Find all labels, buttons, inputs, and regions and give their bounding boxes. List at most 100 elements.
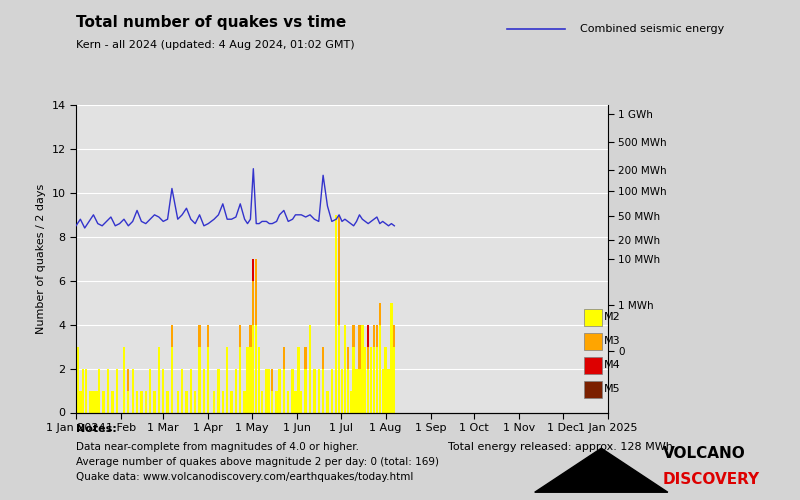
- Bar: [358, 324, 361, 368]
- Bar: [385, 346, 386, 412]
- Bar: [367, 324, 370, 346]
- Bar: [266, 368, 267, 412]
- Text: VOLCANO: VOLCANO: [662, 446, 746, 461]
- Bar: [250, 324, 251, 346]
- Bar: [378, 324, 381, 412]
- Bar: [202, 368, 205, 412]
- Bar: [271, 368, 274, 390]
- Bar: [207, 324, 210, 346]
- Bar: [207, 346, 210, 412]
- Bar: [294, 390, 297, 412]
- Bar: [186, 390, 188, 412]
- Bar: [335, 215, 338, 412]
- Bar: [341, 368, 343, 412]
- Bar: [282, 368, 285, 412]
- Text: Total number of quakes vs time: Total number of quakes vs time: [76, 16, 346, 30]
- Bar: [322, 368, 324, 412]
- Bar: [393, 324, 395, 346]
- Text: Data near-complete from magnitudes of 4.0 or higher.: Data near-complete from magnitudes of 4.…: [76, 442, 359, 452]
- Bar: [140, 390, 142, 412]
- Bar: [309, 324, 311, 412]
- Bar: [79, 390, 82, 412]
- Bar: [382, 368, 384, 412]
- Bar: [361, 324, 363, 412]
- Bar: [239, 324, 242, 346]
- Bar: [387, 368, 390, 412]
- Bar: [213, 390, 215, 412]
- Bar: [218, 368, 220, 412]
- Bar: [95, 390, 98, 412]
- Bar: [353, 324, 354, 346]
- Bar: [246, 346, 249, 412]
- Bar: [76, 346, 78, 412]
- Bar: [102, 390, 105, 412]
- Bar: [82, 368, 85, 412]
- Bar: [376, 324, 378, 346]
- Text: Total energy released: approx. 128 MWh: Total energy released: approx. 128 MWh: [448, 442, 673, 452]
- Bar: [326, 390, 329, 412]
- Bar: [330, 368, 333, 412]
- Bar: [278, 368, 281, 412]
- Bar: [252, 324, 254, 412]
- Text: Notes:: Notes:: [76, 424, 117, 434]
- Bar: [198, 346, 201, 412]
- Bar: [261, 390, 263, 412]
- Bar: [98, 368, 101, 412]
- Bar: [298, 346, 299, 412]
- Text: M5: M5: [604, 384, 621, 394]
- Bar: [166, 390, 169, 412]
- Text: DISCOVERY: DISCOVERY: [662, 472, 760, 487]
- Y-axis label: Number of quakes / 2 days: Number of quakes / 2 days: [36, 184, 46, 334]
- Bar: [90, 390, 92, 412]
- Bar: [239, 346, 242, 412]
- Bar: [92, 390, 94, 412]
- Bar: [344, 324, 346, 412]
- Bar: [127, 390, 130, 412]
- Bar: [376, 346, 378, 412]
- Polygon shape: [534, 448, 668, 492]
- Bar: [255, 324, 258, 412]
- Bar: [145, 390, 147, 412]
- Bar: [355, 368, 358, 412]
- Bar: [338, 215, 340, 324]
- Bar: [115, 368, 118, 412]
- Bar: [291, 368, 294, 412]
- Bar: [136, 390, 138, 412]
- Bar: [305, 368, 307, 412]
- Text: Kern - all 2024 (updated: 4 Aug 2024, 01:02 GMT): Kern - all 2024 (updated: 4 Aug 2024, 01…: [76, 40, 354, 50]
- Text: Average number of quakes above magnitude 2 per day: 0 (total: 169): Average number of quakes above magnitude…: [76, 457, 439, 467]
- Text: Combined seismic energy: Combined seismic energy: [580, 24, 724, 34]
- Bar: [346, 368, 349, 412]
- Bar: [314, 368, 315, 412]
- Bar: [378, 302, 381, 324]
- Bar: [358, 368, 361, 412]
- Bar: [158, 346, 160, 412]
- Bar: [127, 368, 130, 390]
- Bar: [170, 346, 173, 412]
- Bar: [305, 346, 307, 368]
- Bar: [367, 368, 370, 412]
- Bar: [373, 324, 375, 346]
- Bar: [300, 390, 302, 412]
- Bar: [162, 368, 164, 412]
- Bar: [131, 368, 134, 412]
- Bar: [373, 346, 375, 412]
- Bar: [250, 346, 251, 412]
- Bar: [370, 346, 372, 412]
- Bar: [252, 259, 254, 280]
- Bar: [322, 346, 324, 368]
- Bar: [85, 368, 87, 412]
- Bar: [243, 390, 246, 412]
- Bar: [170, 324, 173, 346]
- Bar: [111, 390, 114, 412]
- Bar: [149, 368, 151, 412]
- Text: M4: M4: [604, 360, 621, 370]
- Bar: [255, 259, 258, 324]
- Bar: [271, 390, 274, 412]
- Text: M2: M2: [604, 312, 621, 322]
- Bar: [234, 368, 237, 412]
- Bar: [287, 390, 290, 412]
- Bar: [364, 346, 366, 412]
- Bar: [282, 346, 285, 368]
- Bar: [194, 390, 196, 412]
